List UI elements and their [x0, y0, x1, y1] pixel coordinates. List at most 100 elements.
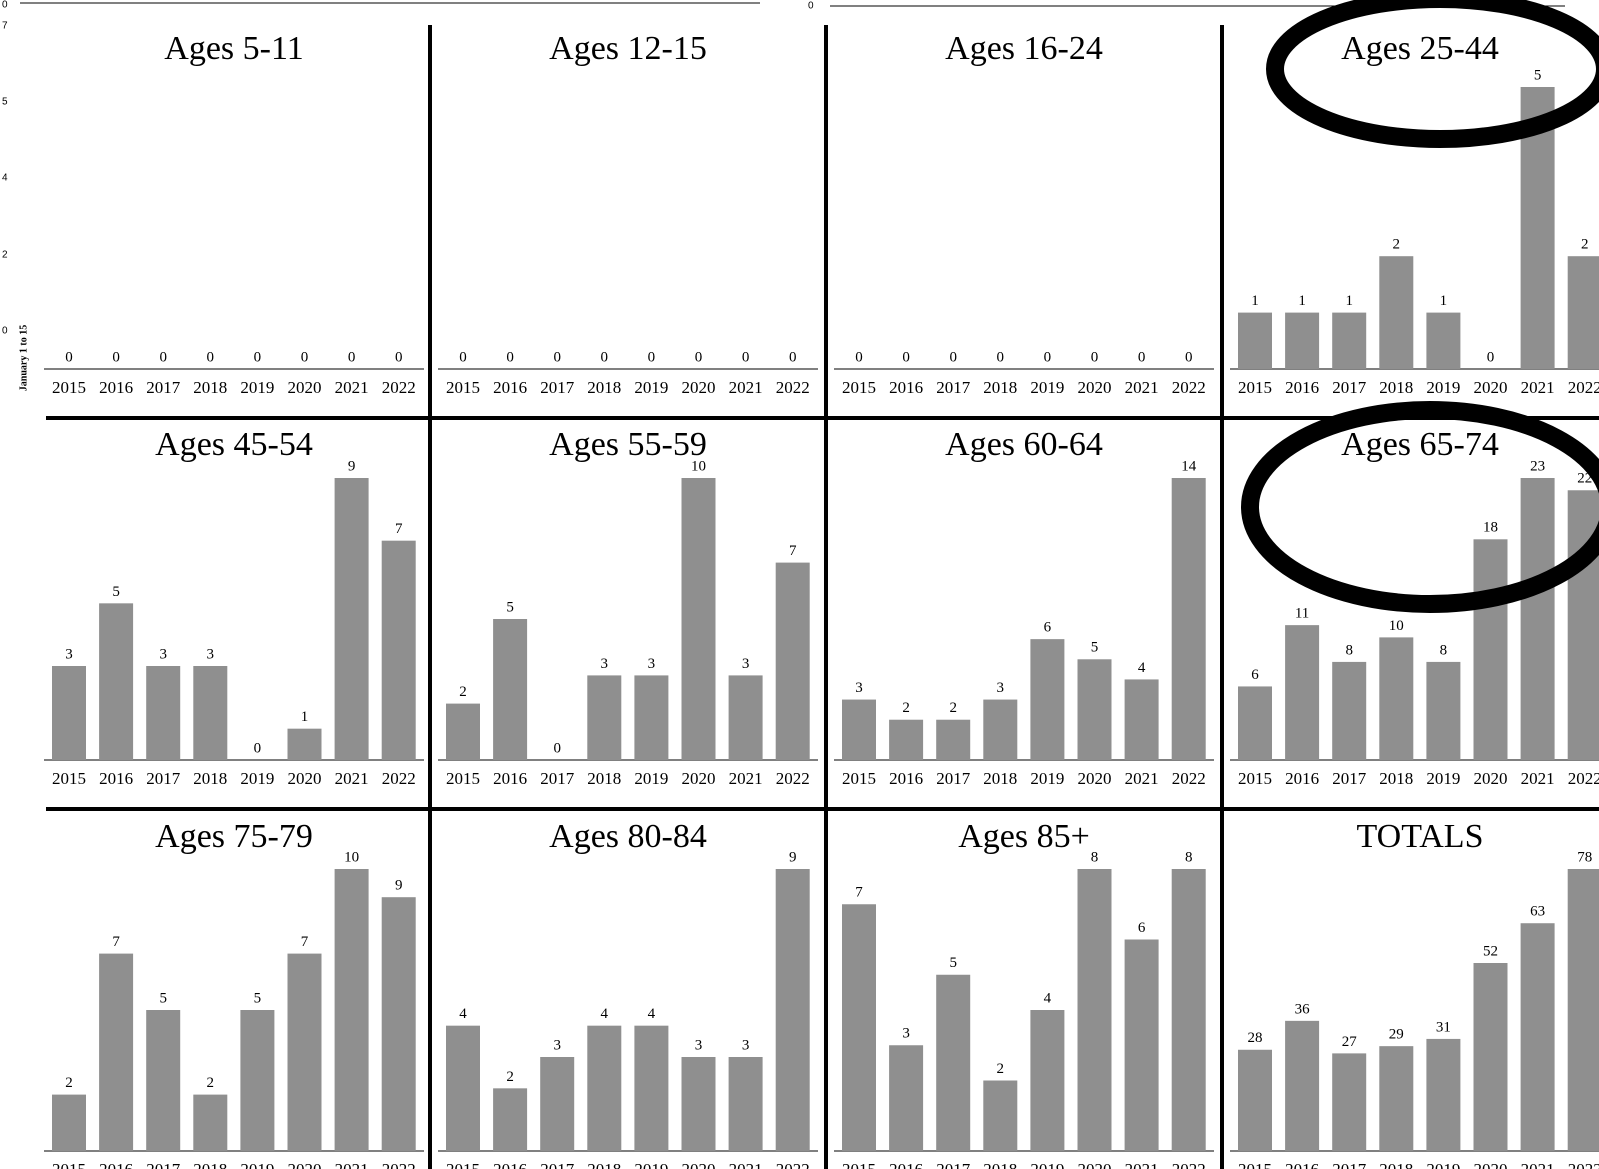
value-label: 0 [553, 740, 561, 756]
x-tick-label: 2020 [288, 1160, 322, 1169]
value-label: 0 [395, 349, 403, 365]
value-label: 6 [1138, 920, 1146, 936]
x-tick-label: 2019 [240, 1160, 274, 1169]
bar [1124, 939, 1159, 1151]
x-tick-label: 2017 [540, 1160, 575, 1169]
x-tick-label: 2016 [889, 769, 923, 788]
bar [775, 869, 810, 1151]
x-tick-label: 2018 [983, 1160, 1017, 1169]
bar [983, 1080, 1018, 1151]
x-tick-label: 2019 [1426, 769, 1460, 788]
x-tick-label: 2020 [1078, 378, 1112, 397]
chart-title: Ages 55-59 [549, 426, 707, 463]
chart-title: TOTALS [1357, 818, 1484, 855]
bar [681, 1057, 716, 1151]
value-label: 8 [1345, 642, 1353, 658]
x-tick-label: 2016 [1285, 378, 1319, 397]
x-tick-label: 2016 [493, 1160, 527, 1169]
chart-title: Ages 75-79 [155, 818, 313, 855]
value-label: 3 [742, 656, 750, 672]
value-label: 3 [601, 656, 609, 672]
x-tick-label: 2015 [842, 378, 876, 397]
value-label: 4 [459, 1006, 467, 1022]
edge-label: 2 [2, 250, 8, 261]
x-tick-label: 2018 [587, 1160, 621, 1169]
x-tick-label: 2021 [729, 1160, 763, 1169]
x-tick-label: 2015 [52, 769, 86, 788]
x-tick-label: 2016 [493, 378, 527, 397]
value-label: 0 [506, 349, 514, 365]
value-label: 3 [207, 646, 215, 662]
x-tick-label: 2018 [983, 769, 1017, 788]
value-label: 0 [553, 349, 561, 365]
x-tick-label: 2019 [1426, 378, 1460, 397]
value-label: 7 [855, 885, 863, 901]
value-label: 0 [254, 349, 262, 365]
value-label: 4 [648, 1006, 656, 1022]
bar [1077, 869, 1112, 1151]
value-label: 23 [1530, 458, 1545, 474]
value-label: 11 [1295, 606, 1309, 622]
x-tick-label: 2017 [146, 1160, 181, 1169]
value-label: 0 [348, 349, 356, 365]
bar [240, 1010, 275, 1151]
value-label: 5 [112, 584, 120, 600]
x-tick-label: 2021 [729, 378, 763, 397]
x-tick-label: 2017 [540, 378, 575, 397]
bar [1285, 1020, 1320, 1151]
x-tick-label: 2020 [682, 378, 716, 397]
value-label: 7 [112, 934, 120, 950]
x-tick-label: 2022 [1172, 1160, 1206, 1169]
x-tick-label: 2022 [1568, 378, 1599, 397]
x-tick-label: 2020 [1078, 769, 1112, 788]
value-label: 3 [742, 1037, 750, 1053]
x-tick-label: 2022 [1568, 1160, 1599, 1169]
x-tick-label: 2015 [52, 378, 86, 397]
value-label: 31 [1436, 1019, 1451, 1035]
bar [540, 1057, 575, 1151]
edge-caption: January 1 to 15 [18, 325, 29, 391]
value-label: 2 [207, 1075, 215, 1091]
bar [1030, 639, 1065, 760]
chart-title: Ages 12-15 [549, 30, 707, 67]
bar [1238, 312, 1272, 369]
value-label: 9 [348, 458, 356, 474]
x-tick-label: 2019 [1030, 769, 1064, 788]
bar [889, 719, 924, 760]
x-tick-label: 2018 [193, 769, 227, 788]
bar [1238, 686, 1272, 760]
value-label: 3 [997, 680, 1005, 696]
x-tick-label: 2015 [1238, 769, 1272, 788]
value-label: 5 [1534, 67, 1542, 83]
value-label: 0 [1185, 349, 1193, 365]
x-tick-label: 2017 [1332, 769, 1367, 788]
bar [1332, 661, 1367, 760]
value-label: 0 [742, 349, 750, 365]
value-label: 7 [789, 543, 797, 559]
x-tick-label: 2020 [1474, 769, 1508, 788]
bar [634, 675, 669, 760]
value-label: 0 [1091, 349, 1099, 365]
value-label: 3 [159, 646, 167, 662]
bar [842, 904, 876, 1151]
value-label: 0 [648, 349, 656, 365]
value-label: 2 [65, 1075, 73, 1091]
value-label: 5 [254, 990, 262, 1006]
x-tick-label: 2021 [1125, 378, 1159, 397]
x-tick-label: 2018 [587, 769, 621, 788]
bar [1426, 1038, 1461, 1151]
value-label: 1 [301, 709, 309, 725]
value-label: 3 [855, 680, 863, 696]
bar [1171, 478, 1206, 760]
bar [1520, 923, 1555, 1151]
edge-label: 0 [2, 0, 8, 11]
value-label: 10 [344, 849, 359, 865]
x-tick-label: 2016 [493, 769, 527, 788]
bar [1332, 312, 1367, 369]
bar [1285, 312, 1320, 369]
x-tick-label: 2021 [335, 769, 369, 788]
value-label: 2 [1581, 237, 1589, 253]
bar [681, 478, 716, 760]
value-label: 0 [112, 349, 120, 365]
